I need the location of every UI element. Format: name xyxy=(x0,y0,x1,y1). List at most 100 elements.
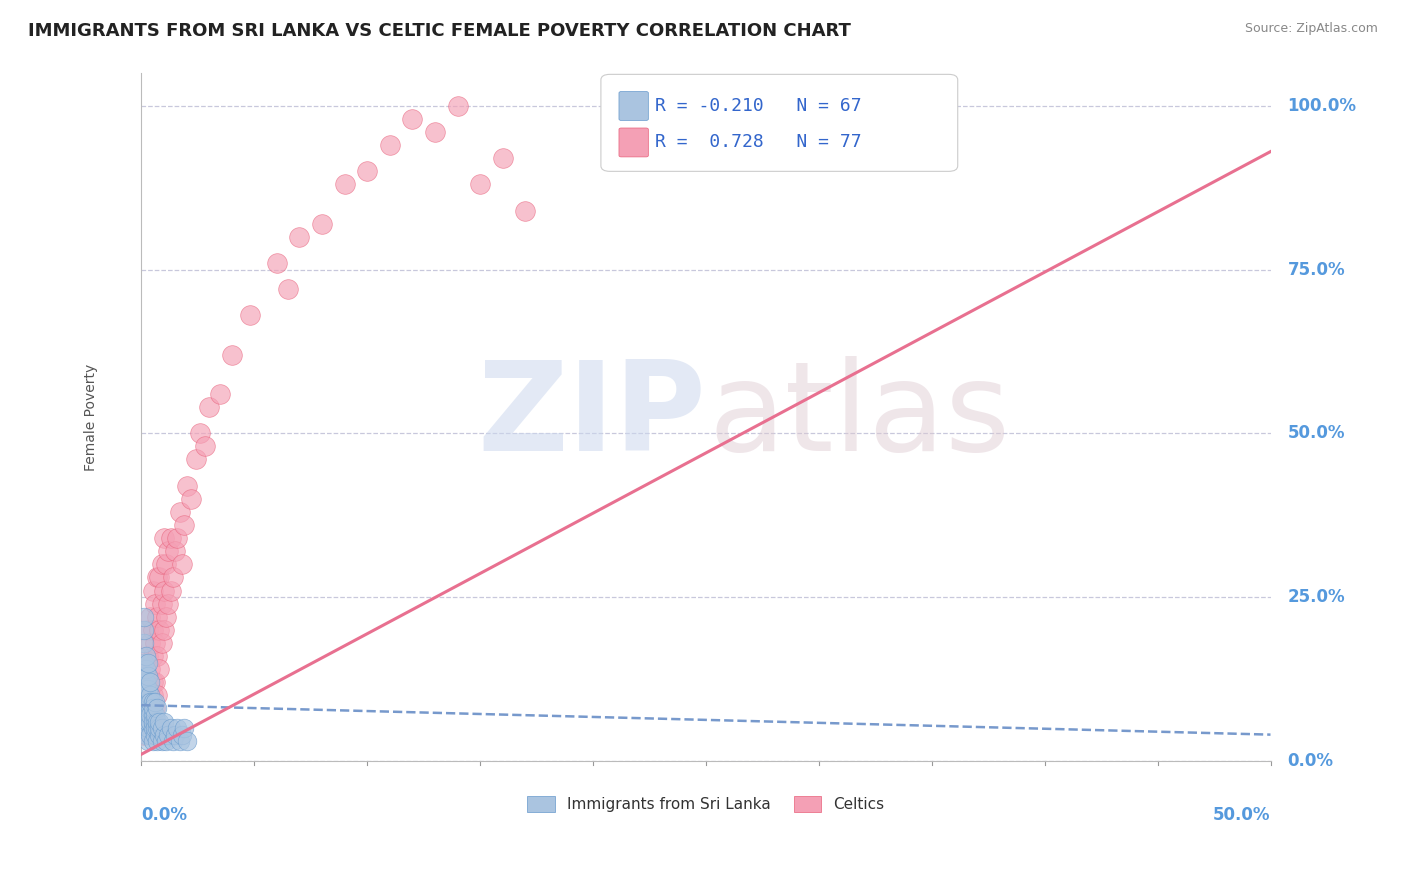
Point xyxy=(146,734,169,748)
Text: ZIP: ZIP xyxy=(477,357,706,477)
Point xyxy=(153,623,176,637)
Point xyxy=(166,721,188,735)
Text: 50.0%: 50.0% xyxy=(1213,805,1271,823)
Point xyxy=(311,217,333,231)
Point xyxy=(139,728,162,742)
Point xyxy=(135,689,157,703)
Point xyxy=(142,648,165,663)
Point xyxy=(136,695,159,709)
Point xyxy=(165,728,187,742)
Point xyxy=(378,138,401,153)
Point xyxy=(153,583,176,598)
Point xyxy=(148,570,170,584)
Point xyxy=(446,99,468,113)
Point xyxy=(184,452,207,467)
Point xyxy=(139,708,162,723)
Point xyxy=(136,623,159,637)
Point xyxy=(155,734,177,748)
Point xyxy=(148,662,170,676)
Point xyxy=(173,721,195,735)
Point xyxy=(136,701,159,715)
Point xyxy=(153,531,176,545)
Point xyxy=(162,734,184,748)
Point xyxy=(136,701,159,715)
Point xyxy=(209,387,232,401)
Point xyxy=(132,675,155,690)
Point xyxy=(146,570,169,584)
Point xyxy=(148,714,170,729)
Point xyxy=(139,609,162,624)
Point xyxy=(401,112,423,126)
Point xyxy=(132,714,155,729)
Point xyxy=(142,721,165,735)
Legend: Immigrants from Sri Lanka, Celtics: Immigrants from Sri Lanka, Celtics xyxy=(522,790,890,819)
Point xyxy=(239,309,262,323)
Point xyxy=(135,728,157,742)
Point xyxy=(143,714,166,729)
Point xyxy=(142,708,165,723)
Point xyxy=(150,734,173,748)
Point xyxy=(136,689,159,703)
Point xyxy=(132,656,155,670)
Point xyxy=(143,695,166,709)
Point xyxy=(170,558,193,572)
Point xyxy=(492,151,515,165)
Point xyxy=(132,689,155,703)
Point xyxy=(159,583,181,598)
Point xyxy=(288,229,311,244)
Point xyxy=(333,178,356,192)
Point xyxy=(146,714,169,729)
Point xyxy=(136,734,159,748)
Text: 0.0%: 0.0% xyxy=(1288,752,1333,770)
Point xyxy=(136,714,159,729)
Point xyxy=(146,701,169,715)
Point xyxy=(169,734,191,748)
Point xyxy=(150,558,173,572)
Point xyxy=(143,721,166,735)
Point xyxy=(150,721,173,735)
Point xyxy=(135,656,157,670)
Text: Source: ZipAtlas.com: Source: ZipAtlas.com xyxy=(1244,22,1378,36)
Point xyxy=(468,178,491,192)
Point xyxy=(169,505,191,519)
Point xyxy=(153,714,176,729)
Point xyxy=(142,695,165,709)
Point xyxy=(143,708,166,723)
Text: atlas: atlas xyxy=(709,357,1011,477)
Text: 50.0%: 50.0% xyxy=(1288,425,1346,442)
Point xyxy=(132,609,155,624)
Point xyxy=(132,728,155,742)
Point xyxy=(136,708,159,723)
Point xyxy=(135,662,157,676)
Point xyxy=(176,478,198,492)
Point xyxy=(142,701,165,715)
Point xyxy=(148,721,170,735)
Point xyxy=(139,714,162,729)
Point xyxy=(146,648,169,663)
Point xyxy=(136,714,159,729)
Point xyxy=(135,648,157,663)
Point xyxy=(153,728,176,742)
Point xyxy=(135,701,157,715)
Point xyxy=(139,689,162,703)
Point xyxy=(146,609,169,624)
Point xyxy=(157,544,180,558)
Point xyxy=(515,203,537,218)
Text: IMMIGRANTS FROM SRI LANKA VS CELTIC FEMALE POVERTY CORRELATION CHART: IMMIGRANTS FROM SRI LANKA VS CELTIC FEMA… xyxy=(28,22,851,40)
Point xyxy=(139,701,162,715)
Point xyxy=(173,518,195,533)
Point xyxy=(132,623,155,637)
Point xyxy=(266,256,288,270)
Point xyxy=(136,668,159,682)
Point xyxy=(423,125,446,139)
Point xyxy=(198,400,221,414)
Point xyxy=(135,695,157,709)
Point xyxy=(135,714,157,729)
Point xyxy=(356,164,378,178)
Point xyxy=(142,714,165,729)
Text: 75.0%: 75.0% xyxy=(1288,260,1346,278)
Point xyxy=(180,491,202,506)
Point xyxy=(136,721,159,735)
Point xyxy=(135,681,157,696)
FancyBboxPatch shape xyxy=(619,128,648,157)
